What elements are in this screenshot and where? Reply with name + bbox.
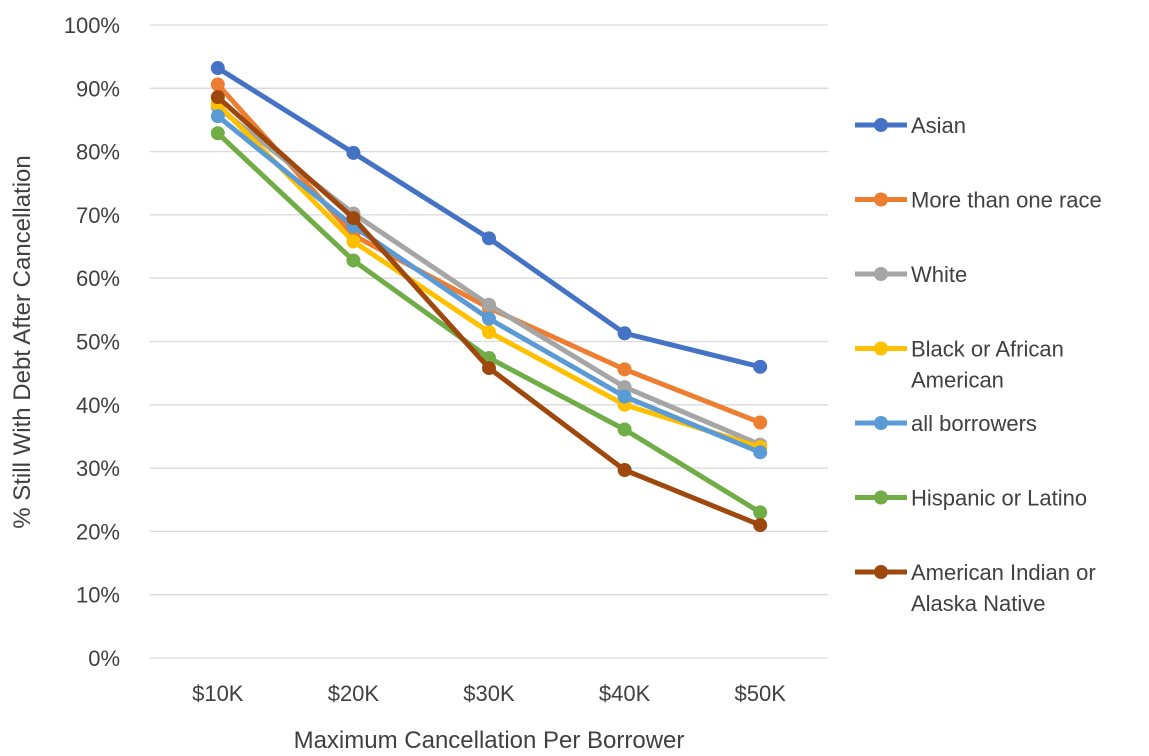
series-american-indian-or-alaska-native: [210, 90, 768, 533]
legend-label: Black or African American: [911, 337, 1064, 393]
legend-swatch-marker: [874, 118, 888, 132]
data-point: [753, 518, 768, 533]
x-axis-ticks: $10K $20K $30K $40K $50K: [192, 681, 786, 706]
x-tick-label: $20K: [328, 681, 380, 706]
y-tick-label: 90%: [76, 76, 120, 101]
series-line: [215, 101, 763, 450]
x-tick-label: $10K: [192, 681, 244, 706]
data-point: [482, 231, 496, 246]
data-point: [210, 77, 225, 92]
data-point: [210, 126, 225, 141]
y-tick-label: 100%: [64, 13, 120, 38]
x-axis-title: Maximum Cancellation Per Borrower: [294, 727, 685, 754]
data-point: [346, 253, 361, 268]
data-point: [617, 389, 632, 404]
legend-swatch-marker: [874, 416, 888, 430]
y-tick-label: 20%: [76, 519, 120, 544]
legend-label: More than one race: [911, 188, 1102, 213]
series-asian: [210, 61, 768, 374]
series-white: [210, 100, 768, 452]
legend-label: Asian: [911, 113, 966, 138]
y-axis-ticks: 0% 10% 20% 30% 40% 50% 60% 70% 80% 90% 100%: [64, 13, 120, 671]
y-tick-label: 40%: [76, 393, 120, 418]
legend-label: American Indian or Alaska Native: [911, 560, 1096, 616]
data-point: [346, 234, 361, 249]
legend-item-hispanic-or-latino: Hispanic or Latino: [855, 486, 1087, 511]
y-axis-title: % Still With Debt After Cancellation: [9, 155, 36, 529]
y-tick-label: 30%: [76, 456, 120, 481]
y-tick-label: 10%: [76, 583, 120, 608]
data-point: [753, 445, 768, 460]
y-tick-label: 70%: [76, 203, 120, 228]
legend-item-more-than-one-race: More than one race: [855, 188, 1102, 213]
y-tick-label: 50%: [76, 330, 120, 355]
series-all-borrowers: [210, 109, 768, 460]
legend-swatch-marker: [874, 490, 888, 505]
y-tick-label: 60%: [76, 266, 120, 291]
legend-item-american-indian-or-alaska-native: American Indian or Alaska Native: [855, 560, 1096, 616]
data-point: [482, 361, 496, 376]
y-tick-label: 80%: [76, 140, 120, 165]
legend-swatch-marker: [874, 341, 888, 356]
data-point: [210, 61, 225, 76]
legend-item-white: White: [855, 262, 967, 287]
legend-item-black-or-african-american: Black or African American: [855, 337, 1064, 393]
series-hispanic-or-latino: [210, 126, 768, 520]
data-point: [617, 362, 632, 377]
legend-label: White: [911, 262, 967, 287]
legend-swatch-marker: [874, 267, 888, 281]
data-point: [753, 359, 768, 374]
x-tick-label: $40K: [599, 681, 651, 706]
data-point: [617, 422, 632, 437]
data-point: [346, 211, 361, 226]
data-point: [482, 325, 496, 340]
y-tick-label: 0%: [88, 646, 120, 671]
series-more-than-one-race: [210, 77, 768, 430]
data-point: [753, 505, 768, 520]
series-lines: [210, 61, 768, 533]
legend-swatch-marker: [874, 565, 888, 579]
x-tick-label: $50K: [735, 681, 787, 706]
data-point: [210, 109, 225, 124]
data-point: [617, 326, 632, 341]
series-line: [215, 104, 763, 448]
gridlines: [150, 24, 828, 659]
data-point: [210, 90, 225, 105]
legend-label: all borrowers: [911, 411, 1037, 436]
x-tick-label: $30K: [463, 681, 515, 706]
legend-item-asian: Asian: [855, 113, 966, 138]
data-point: [346, 145, 361, 160]
data-point: [482, 311, 496, 326]
series-black-or-african-american: [210, 97, 768, 455]
legend-label: Hispanic or Latino: [911, 486, 1087, 511]
data-point: [753, 415, 768, 430]
legend: Asian More than one race White Black or Afr…: [855, 113, 1102, 616]
legend-swatch-marker: [874, 192, 888, 207]
data-point: [482, 297, 496, 312]
legend-item-all-borrowers: all borrowers: [855, 411, 1037, 436]
data-point: [617, 462, 632, 477]
